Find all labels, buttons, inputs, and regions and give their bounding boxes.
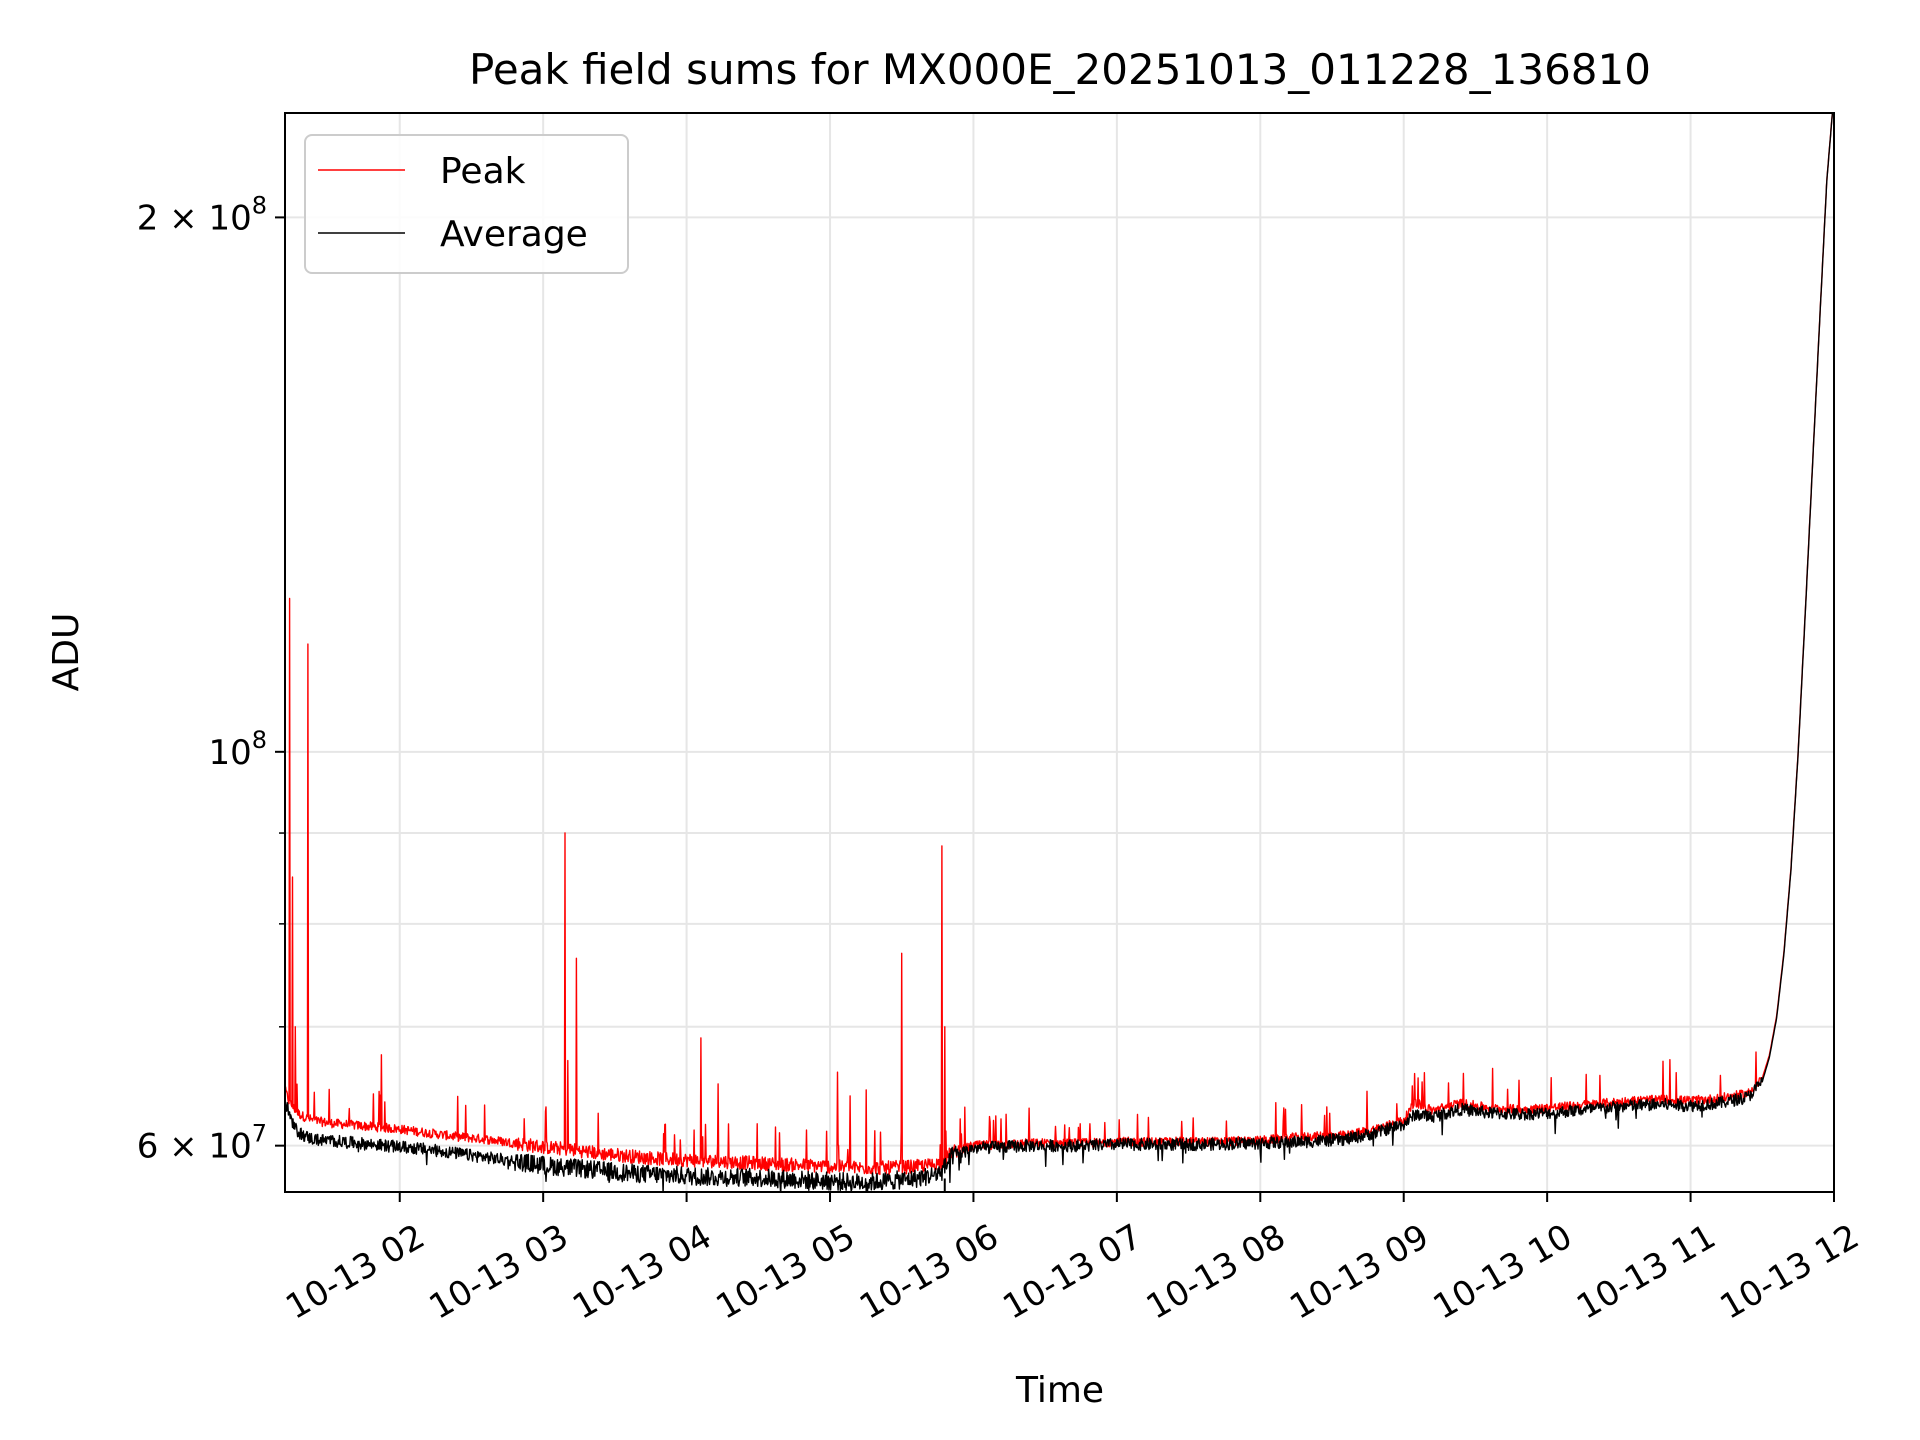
legend: Peak Average — [304, 134, 629, 274]
legend-peak-label: Peak — [440, 151, 526, 192]
series-line-average — [285, 113, 1834, 1192]
y-tick-label: 108 — [208, 726, 267, 773]
y-axis-label: ADU — [46, 613, 87, 692]
legend-average-label: Average — [440, 214, 588, 255]
chart-title: Peak field sums for MX000E_20251013_0112… — [469, 45, 1651, 94]
plot-frame — [284, 112, 1835, 1193]
x-axis-label: Time — [1015, 1370, 1104, 1411]
y-tick-label: 2 × 108 — [137, 191, 267, 238]
y-tick-label: 6 × 107 — [137, 1120, 267, 1167]
